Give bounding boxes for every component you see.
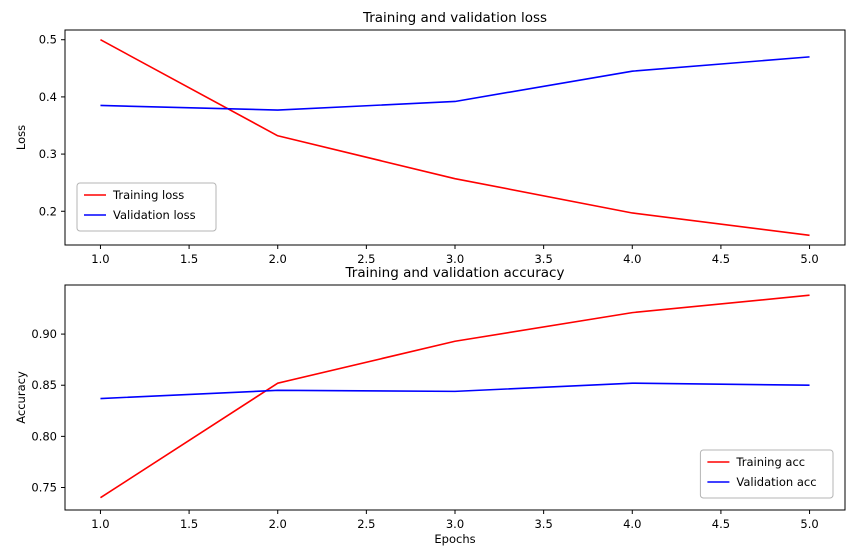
- svg-text:3.0: 3.0: [446, 517, 464, 531]
- svg-text:4.5: 4.5: [712, 252, 730, 266]
- svg-text:Accuracy: Accuracy: [14, 371, 28, 424]
- svg-text:4.0: 4.0: [623, 252, 641, 266]
- svg-text:0.90: 0.90: [31, 327, 57, 341]
- svg-text:2.0: 2.0: [269, 252, 287, 266]
- svg-text:0.2: 0.2: [39, 204, 57, 218]
- svg-text:3.5: 3.5: [534, 252, 552, 266]
- svg-text:2.5: 2.5: [357, 252, 375, 266]
- svg-text:3.0: 3.0: [446, 252, 464, 266]
- svg-text:Training loss: Training loss: [112, 188, 184, 202]
- svg-text:0.4: 0.4: [39, 90, 57, 104]
- svg-text:Training and validation accura: Training and validation accuracy: [345, 265, 565, 281]
- svg-text:Training acc: Training acc: [735, 455, 805, 469]
- svg-text:0.75: 0.75: [31, 481, 57, 495]
- svg-text:0.80: 0.80: [31, 429, 57, 443]
- svg-text:2.5: 2.5: [357, 517, 375, 531]
- svg-text:3.5: 3.5: [534, 517, 552, 531]
- svg-text:5.0: 5.0: [800, 517, 818, 531]
- svg-text:0.5: 0.5: [39, 33, 57, 47]
- svg-text:1.5: 1.5: [180, 252, 198, 266]
- svg-text:1.0: 1.0: [91, 517, 109, 531]
- svg-text:1.5: 1.5: [180, 517, 198, 531]
- svg-text:0.3: 0.3: [39, 147, 57, 161]
- svg-text:5.0: 5.0: [800, 252, 818, 266]
- svg-text:Training and validation loss: Training and validation loss: [362, 10, 547, 26]
- svg-text:1.0: 1.0: [91, 252, 109, 266]
- svg-text:Loss: Loss: [14, 125, 28, 150]
- svg-text:Epochs: Epochs: [434, 532, 475, 546]
- svg-text:Validation acc: Validation acc: [736, 475, 816, 489]
- svg-text:4.5: 4.5: [712, 517, 730, 531]
- svg-text:4.0: 4.0: [623, 517, 641, 531]
- svg-text:2.0: 2.0: [269, 517, 287, 531]
- svg-text:0.85: 0.85: [31, 378, 57, 392]
- svg-text:Validation loss: Validation loss: [113, 208, 196, 222]
